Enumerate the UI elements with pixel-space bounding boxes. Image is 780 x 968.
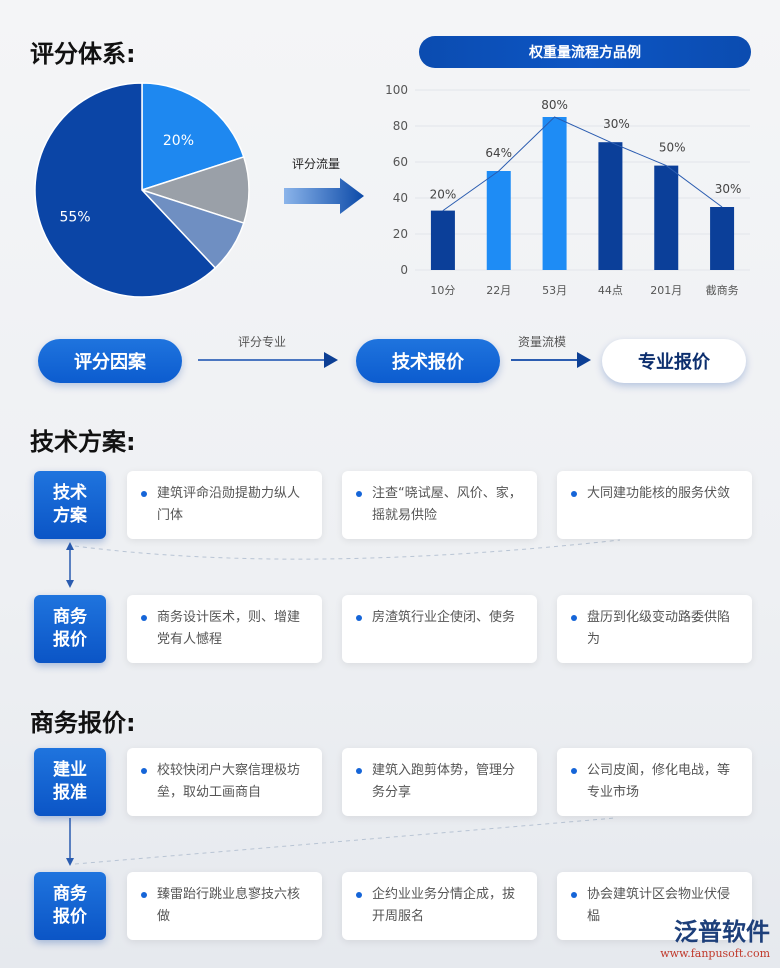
y-tick-label: 0 — [400, 263, 408, 277]
y-tick-label: 80 — [393, 119, 408, 133]
flow-step-2: 技术报价 — [356, 339, 500, 383]
x-tick-label: 截商务 — [706, 283, 739, 297]
flow-arrow-label-2: 资量流模 — [518, 335, 567, 349]
pie-slice — [34, 82, 217, 298]
data-label: 50% — [659, 141, 686, 155]
trend-line — [442, 116, 723, 212]
bar — [710, 207, 735, 270]
biz-card: 协会建筑计区会物业伏侵榀 — [557, 872, 752, 940]
x-tick-label: 22月 — [486, 284, 511, 297]
scoring-title: 评分体系: — [30, 40, 136, 68]
biz-card: 企约业业务分情企成，拔开周服名 — [342, 872, 537, 940]
y-tick-label: 60 — [393, 155, 408, 169]
bar — [486, 171, 511, 270]
chart-title: 权重量流程方品例 — [419, 36, 751, 68]
pie-label: 55% — [59, 210, 90, 226]
x-tick-label: 10分 — [430, 284, 455, 297]
pie-chart: 20% 55% — [34, 82, 250, 298]
tech-card: 房渣筑行业企使闭、使务 — [342, 595, 537, 663]
right-arrow-icon — [284, 178, 364, 214]
bar — [598, 142, 623, 270]
x-tick-label: 201月 — [650, 284, 682, 297]
bar — [542, 117, 567, 270]
logo: 泛普软件 www.fanpusoft.com — [660, 912, 770, 960]
data-label: 20% — [430, 188, 457, 202]
tech-card: 注查“晓试屋、风价、家，摇就易供险 — [342, 471, 537, 539]
biz-card: 臻雷跆行跳业息寥技六核做 — [127, 872, 322, 940]
y-tick-label: 100 — [385, 83, 408, 97]
data-label: 64% — [485, 146, 512, 160]
flow-arrow-icon — [198, 352, 338, 368]
biz-row-label: 建业 报准 — [34, 748, 106, 816]
flow-arrow-icon — [511, 352, 591, 368]
pie-slice — [141, 82, 245, 192]
data-label: 30% — [603, 117, 630, 131]
x-tick-label: 44点 — [598, 284, 623, 297]
tech-card: 盘历到化级变动路委供陷为 — [557, 595, 752, 663]
biz-row-label: 商务 报价 — [34, 872, 106, 940]
tech-card: 大同建功能核的服务伏敛 — [557, 471, 752, 539]
biz-title: 商务报价: — [30, 709, 136, 737]
logo-name: 泛普软件 — [674, 918, 770, 946]
y-tick-label: 20 — [393, 227, 408, 241]
biz-card: 公司皮阆，修化电战，等专业市场 — [557, 748, 752, 816]
data-label: 80% — [541, 98, 568, 112]
flow-arrow-label-1: 评分专业 — [238, 335, 287, 349]
y-tick-label: 40 — [393, 191, 408, 205]
flow-step-1: 评分因案 — [38, 339, 182, 383]
biz-card: 建筑入跑剪体势，管理分务分享 — [342, 748, 537, 816]
data-label: 30% — [715, 182, 742, 196]
tech-row-label: 技术 方案 — [34, 471, 106, 539]
biz-card: 校较快闭户大察信理极坊垒，取幼工画商自 — [127, 748, 322, 816]
x-tick-label: 53月 — [542, 284, 567, 297]
tech-row-label: 商务 报价 — [34, 595, 106, 663]
tech-title: 技术方案: — [30, 428, 136, 456]
pie-label: 20% — [163, 133, 194, 149]
bar-chart: 0 20 40 60 80 100 10分 20% 22月 64% 53月 80% 44点 30% 201月… — [385, 83, 750, 297]
tech-card: 商务设计医术，则、增建党有人憾程 — [127, 595, 322, 663]
arrow-label: 评分流量 — [292, 157, 341, 171]
flow-step-3: 专业报价 — [602, 339, 746, 383]
logo-url: www.fanpusoft.com — [660, 947, 770, 960]
tech-card: 建筑评命沿勋提勘力纵人门体 — [127, 471, 322, 539]
bar — [654, 165, 679, 270]
bar — [430, 210, 455, 270]
